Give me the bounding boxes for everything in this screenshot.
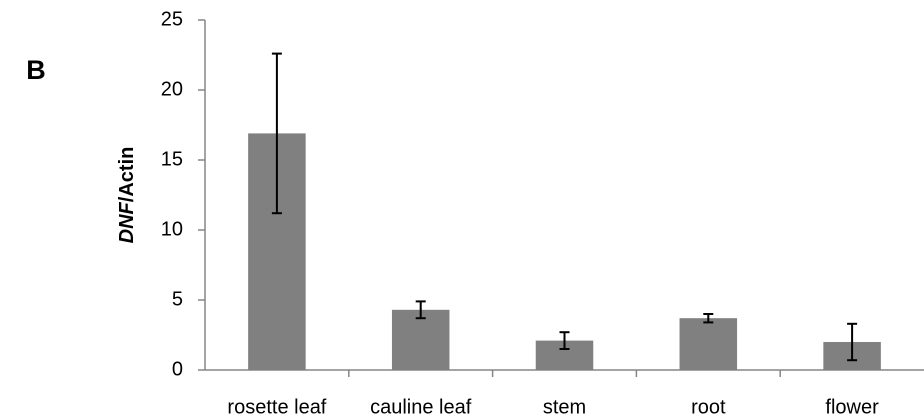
- x-tick-label: stem: [543, 396, 586, 418]
- y-axis-label: DNF/Actin: [116, 147, 138, 244]
- x-tick-label: root: [691, 396, 726, 418]
- panel-label: B: [26, 55, 46, 85]
- bar: [679, 318, 738, 370]
- bar: [391, 309, 450, 370]
- y-tick-label: 25: [161, 8, 183, 30]
- y-axis-label-plain: /Actin: [116, 147, 138, 203]
- x-tick-label: cauline leaf: [370, 396, 472, 418]
- x-tick-label: flower: [825, 396, 879, 418]
- y-tick-label: 10: [161, 218, 183, 240]
- error-bar: [559, 331, 570, 350]
- y-axis-label-italic: DNF: [116, 201, 138, 243]
- y-tick-label: 5: [172, 288, 183, 310]
- y-tick-label: 20: [161, 78, 183, 100]
- error-bar: [847, 322, 858, 362]
- x-tick-label: rosette leaf: [227, 396, 326, 418]
- y-tick-label: 0: [172, 358, 183, 380]
- error-bar: [271, 52, 282, 215]
- error-bar: [415, 300, 426, 320]
- y-tick-label: 15: [161, 148, 183, 170]
- error-bar: [703, 313, 714, 324]
